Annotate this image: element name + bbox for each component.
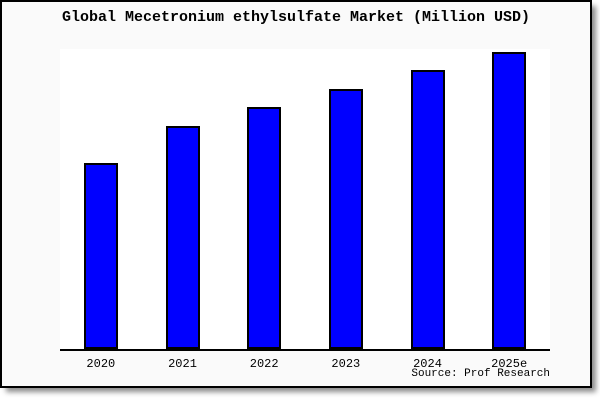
plot-area [60, 49, 550, 351]
x-axis-labels: 2020 2021 2022 2023 2024 2025e [60, 357, 550, 373]
chart-title: Global Mecetronium ethylsulfate Market (… [61, 9, 531, 26]
x-tick-label-2024: 2024 [413, 357, 442, 371]
bar-2020 [84, 163, 118, 349]
x-tick-label-2020: 2020 [86, 357, 116, 371]
bar-2024 [411, 70, 445, 349]
bar-2021 [166, 126, 200, 349]
x-tick-label-2023: 2023 [331, 357, 361, 371]
bar-2023 [329, 89, 363, 349]
x-tick-label-2022: 2022 [249, 357, 279, 371]
source-label: Source: Prof Research [411, 368, 550, 380]
x-tick-label-2021: 2021 [168, 357, 197, 371]
bar-2022 [247, 107, 281, 349]
bar-2025e [492, 52, 526, 349]
x-tick-label-2025e: 2025e [491, 357, 528, 371]
chart-frame: Global Mecetronium ethylsulfate Market (… [0, 0, 592, 388]
